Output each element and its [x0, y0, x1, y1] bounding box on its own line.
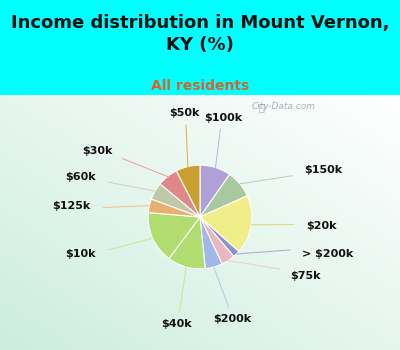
Wedge shape	[200, 165, 230, 217]
Text: $50k: $50k	[169, 107, 199, 118]
Text: $20k: $20k	[307, 220, 337, 231]
Wedge shape	[148, 212, 200, 259]
Text: $75k: $75k	[290, 271, 320, 281]
Wedge shape	[200, 174, 247, 217]
Text: > $200k: > $200k	[302, 250, 354, 259]
Text: $60k: $60k	[65, 172, 96, 182]
Wedge shape	[200, 217, 239, 256]
Text: City-Data.com: City-Data.com	[251, 102, 315, 111]
Wedge shape	[200, 217, 222, 268]
Text: $125k: $125k	[52, 201, 90, 211]
Text: $10k: $10k	[65, 250, 96, 259]
Text: $30k: $30k	[82, 146, 112, 156]
Text: Income distribution in Mount Vernon,
KY (%): Income distribution in Mount Vernon, KY …	[11, 14, 389, 54]
Text: $200k: $200k	[213, 314, 252, 324]
Wedge shape	[160, 171, 200, 217]
Wedge shape	[148, 199, 200, 217]
Wedge shape	[151, 184, 200, 217]
Text: ⓘ: ⓘ	[259, 102, 265, 112]
Wedge shape	[176, 165, 200, 217]
Text: $150k: $150k	[304, 165, 343, 175]
Wedge shape	[200, 196, 252, 251]
Text: $40k: $40k	[162, 318, 192, 329]
Text: All residents: All residents	[151, 79, 249, 93]
Text: $100k: $100k	[204, 113, 242, 122]
Wedge shape	[169, 217, 205, 269]
Wedge shape	[200, 217, 234, 264]
